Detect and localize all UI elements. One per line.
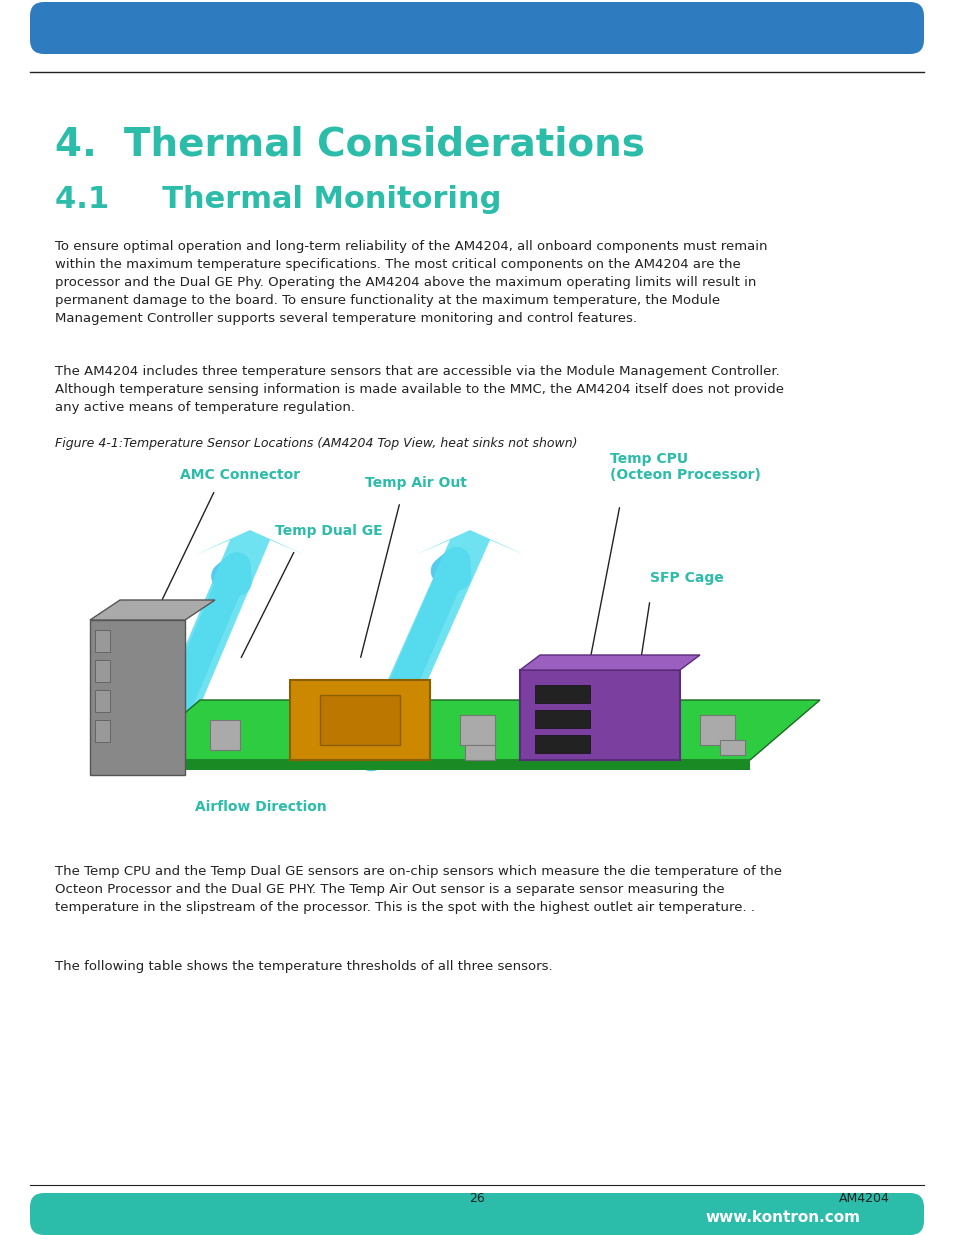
Text: The Temp CPU and the Temp Dual GE sensors are on-chip sensors which measure the : The Temp CPU and the Temp Dual GE sensor… [55, 864, 781, 914]
FancyBboxPatch shape [534, 710, 590, 729]
FancyBboxPatch shape [534, 735, 590, 753]
Text: AM4204: AM4204 [839, 1192, 889, 1205]
Polygon shape [519, 655, 700, 671]
FancyBboxPatch shape [464, 745, 495, 761]
Polygon shape [194, 530, 305, 555]
Text: 4.1     Thermal Monitoring: 4.1 Thermal Monitoring [55, 185, 501, 214]
Text: To ensure optimal operation and long-term reliability of the AM4204, all onboard: To ensure optimal operation and long-ter… [55, 240, 767, 325]
Text: AMC Connector: AMC Connector [180, 468, 300, 482]
Text: The following table shows the temperature thresholds of all three sensors.: The following table shows the temperatur… [55, 960, 552, 973]
Text: www.kontron.com: www.kontron.com [704, 1210, 859, 1225]
Text: 26: 26 [469, 1192, 484, 1205]
Polygon shape [130, 760, 749, 769]
Polygon shape [350, 540, 490, 764]
Text: Temp Dual GE: Temp Dual GE [274, 524, 382, 538]
FancyBboxPatch shape [94, 659, 111, 682]
Polygon shape [290, 680, 430, 760]
Polygon shape [319, 695, 399, 745]
Polygon shape [90, 620, 185, 776]
Text: SFP Cage: SFP Cage [649, 571, 723, 585]
Polygon shape [415, 530, 524, 555]
FancyBboxPatch shape [459, 715, 495, 745]
Text: 4.  Thermal Considerations: 4. Thermal Considerations [55, 125, 644, 163]
Text: Airflow Direction: Airflow Direction [194, 800, 327, 814]
FancyBboxPatch shape [210, 720, 240, 751]
Polygon shape [90, 600, 214, 620]
FancyBboxPatch shape [30, 1193, 923, 1235]
Text: Figure 4-1:Temperature Sensor Locations (AM4204 Top View, heat sinks not shown): Figure 4-1:Temperature Sensor Locations … [55, 437, 577, 450]
FancyBboxPatch shape [94, 630, 111, 652]
FancyBboxPatch shape [699, 715, 735, 745]
Polygon shape [519, 671, 679, 760]
FancyBboxPatch shape [719, 740, 744, 756]
FancyBboxPatch shape [30, 2, 923, 54]
Polygon shape [130, 700, 820, 760]
Text: Temp CPU
(Octeon Processor): Temp CPU (Octeon Processor) [609, 452, 760, 482]
Text: Temp Air Out: Temp Air Out [365, 475, 466, 490]
FancyBboxPatch shape [94, 720, 111, 742]
FancyBboxPatch shape [94, 689, 111, 713]
Text: The AM4204 includes three temperature sensors that are accessible via the Module: The AM4204 includes three temperature se… [55, 366, 783, 414]
FancyBboxPatch shape [534, 684, 590, 703]
Polygon shape [135, 540, 270, 764]
